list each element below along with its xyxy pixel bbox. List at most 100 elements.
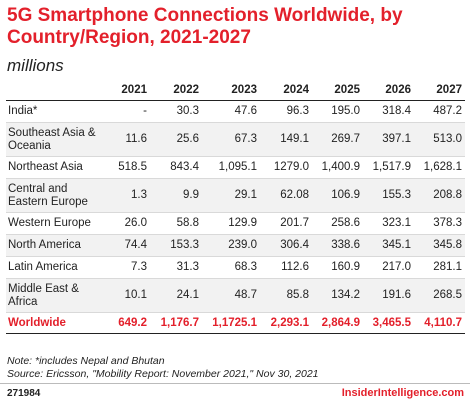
column-header: 2023 <box>202 80 260 101</box>
data-cell: 518.5 <box>108 156 150 179</box>
data-cell: 67.3 <box>202 122 260 157</box>
data-cell: 134.2 <box>312 278 363 313</box>
data-cell: 58.8 <box>150 212 202 235</box>
data-cell: 201.7 <box>260 212 312 235</box>
row-label: Central and Eastern Europe <box>6 178 108 213</box>
data-cell: 318.4 <box>363 100 414 123</box>
brand-link[interactable]: InsiderIntelligence.com <box>341 387 464 399</box>
row-label: Latin America <box>6 256 108 279</box>
total-row: Worldwide 649.2 1,176.7 1,1725.1 2,293.1 2,86… <box>6 312 465 334</box>
data-cell: 74.4 <box>108 234 150 257</box>
data-cell: 155.3 <box>363 178 414 213</box>
row-label: India* <box>6 100 108 123</box>
header-corner <box>6 80 108 101</box>
total-cell: 649.2 <box>108 312 150 334</box>
data-cell: 48.7 <box>202 278 260 313</box>
data-cell: 338.6 <box>312 234 363 257</box>
data-cell: 208.8 <box>414 178 465 213</box>
data-cell: 26.0 <box>108 212 150 235</box>
data-cell: 487.2 <box>414 100 465 123</box>
row-label: Western Europe <box>6 212 108 235</box>
data-cell: 345.8 <box>414 234 465 257</box>
row-label: North America <box>6 234 108 257</box>
data-cell: 1,517.9 <box>363 156 414 179</box>
data-cell: 29.1 <box>202 178 260 213</box>
row-label: Middle East & Africa <box>6 278 108 313</box>
table-row: Southeast Asia & Oceania 11.6 25.6 67.3 149.… <box>6 122 465 157</box>
data-cell: 217.0 <box>363 256 414 279</box>
data-cell: 345.1 <box>363 234 414 257</box>
data-cell: 1,628.1 <box>414 156 465 179</box>
data-table: 2021 2022 2023 2024 2025 2026 2027 India… <box>6 80 465 334</box>
total-cell: 2,293.1 <box>260 312 312 334</box>
chart-title: 5G Smartphone Connections Worldwide, by … <box>7 5 403 48</box>
data-cell: - <box>108 100 150 123</box>
data-cell: 85.8 <box>260 278 312 313</box>
table-row: Western Europe 26.0 58.8 129.9 201.7 258.6 323… <box>6 212 465 235</box>
data-cell: 31.3 <box>150 256 202 279</box>
notes: Note: *includes Nepal and Bhutan Source:… <box>7 355 319 381</box>
data-cell: 47.6 <box>202 100 260 123</box>
column-header: 2026 <box>363 80 414 101</box>
data-cell: 62.08 <box>260 178 312 213</box>
data-cell: 149.1 <box>260 122 312 157</box>
note-text: Note: *includes Nepal and Bhutan <box>7 355 165 367</box>
data-cell: 24.1 <box>150 278 202 313</box>
data-cell: 281.1 <box>414 256 465 279</box>
data-cell: 30.3 <box>150 100 202 123</box>
table-row: India* -30.3 47.6 96.3 195.0 318.4 487.2 <box>6 100 465 123</box>
table-row: Latin America 7.3 31.3 68.3 112.6 160.9 217.0 2… <box>6 256 465 279</box>
total-label: Worldwide <box>6 312 108 334</box>
data-cell: 11.6 <box>108 122 150 157</box>
data-cell: 25.6 <box>150 122 202 157</box>
data-cell: 1279.0 <box>260 156 312 179</box>
data-cell: 129.9 <box>202 212 260 235</box>
data-cell: 306.4 <box>260 234 312 257</box>
total-cell: 1,176.7 <box>150 312 202 334</box>
data-cell: 843.4 <box>150 156 202 179</box>
data-cell: 7.3 <box>108 256 150 279</box>
table-row: Central and Eastern Europe 1.3 9.9 29.1 62.0… <box>6 178 465 213</box>
data-cell: 513.0 <box>414 122 465 157</box>
chart-id: 271984 <box>7 388 41 399</box>
column-header: 2022 <box>150 80 202 101</box>
data-cell: 195.0 <box>312 100 363 123</box>
data-cell: 1,095.1 <box>202 156 260 179</box>
chart-subtitle: millions <box>7 56 64 75</box>
data-cell: 1,400.9 <box>312 156 363 179</box>
total-cell: 1,1725.1 <box>202 312 260 334</box>
data-cell: 68.3 <box>202 256 260 279</box>
data-cell: 239.0 <box>202 234 260 257</box>
table-row: Northeast Asia 518.5 843.4 1,095.1 1279.0 1,4… <box>6 156 465 179</box>
column-header: 2027 <box>414 80 465 101</box>
total-cell: 3,465.5 <box>363 312 414 334</box>
data-cell: 378.3 <box>414 212 465 235</box>
source-text: Source: Ericsson, "Mobility Report: Nove… <box>7 368 319 380</box>
row-label: Southeast Asia & Oceania <box>6 122 108 157</box>
total-cell: 2,864.9 <box>312 312 363 334</box>
footer: 271984 InsiderIntelligence.com <box>0 383 470 404</box>
data-cell: 112.6 <box>260 256 312 279</box>
total-cell: 4,110.7 <box>414 312 465 334</box>
row-label: Northeast Asia <box>6 156 108 179</box>
data-cell: 191.6 <box>363 278 414 313</box>
column-header: 2025 <box>312 80 363 101</box>
data-cell: 1.3 <box>108 178 150 213</box>
data-cell: 258.6 <box>312 212 363 235</box>
table-row: North America 74.4 153.3 239.0 306.4 338.6 345… <box>6 234 465 257</box>
data-cell: 397.1 <box>363 122 414 157</box>
column-header: 2024 <box>260 80 312 101</box>
data-cell: 269.7 <box>312 122 363 157</box>
data-cell: 268.5 <box>414 278 465 313</box>
header-row: 2021 2022 2023 2024 2025 2026 2027 <box>6 80 465 101</box>
table-row: Middle East & Africa 10.1 24.1 48.7 85.8 134.… <box>6 278 465 313</box>
data-cell: 106.9 <box>312 178 363 213</box>
data-cell: 10.1 <box>108 278 150 313</box>
data-cell: 96.3 <box>260 100 312 123</box>
data-cell: 323.1 <box>363 212 414 235</box>
data-cell: 160.9 <box>312 256 363 279</box>
data-cell: 9.9 <box>150 178 202 213</box>
column-header: 2021 <box>108 80 150 101</box>
table-body: India* -30.3 47.6 96.3 195.0 318.4 487.2 Southe… <box>6 100 465 334</box>
data-cell: 153.3 <box>150 234 202 257</box>
